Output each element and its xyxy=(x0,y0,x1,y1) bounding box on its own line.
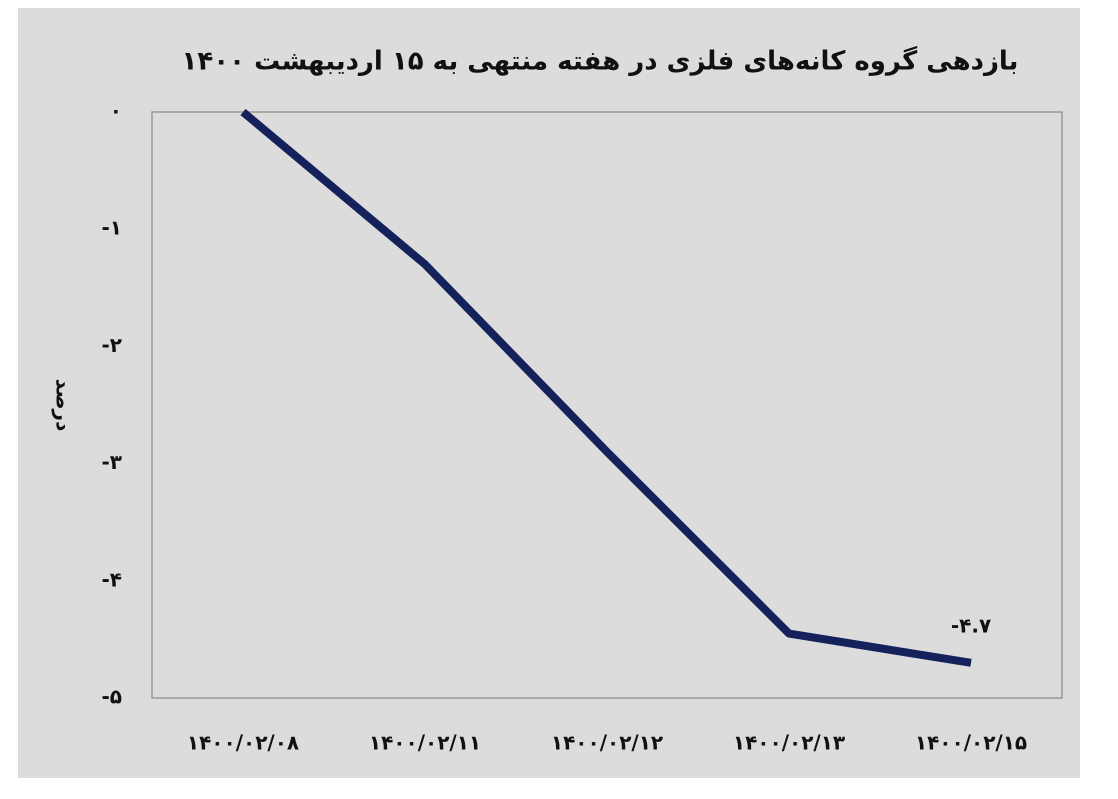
x-tick-label: ۱۴۰۰/۰۲/۰۸ xyxy=(187,731,299,755)
y-axis-label: درصد xyxy=(52,379,76,432)
y-tick-label: -۳ xyxy=(101,450,122,474)
x-tick-label: ۱۴۰۰/۰۲/۱۳ xyxy=(733,731,845,755)
x-tick-label: ۱۴۰۰/۰۲/۱۱ xyxy=(369,731,481,755)
chart-title: بازدهی گروه کانه‌های فلزی در هفته منتهی … xyxy=(182,46,1019,77)
y-tick-label: -۴ xyxy=(101,567,122,591)
data-line xyxy=(240,108,972,667)
y-tick-label: -۵ xyxy=(101,685,122,709)
data-label: -۴.۷ xyxy=(951,613,991,637)
x-tick-label: ۱۴۰۰/۰۲/۱۵ xyxy=(915,731,1027,755)
y-tick-label: ۰ xyxy=(110,99,122,123)
y-tick-label: -۱ xyxy=(101,216,122,240)
x-tick-label: ۱۴۰۰/۰۲/۱۲ xyxy=(551,731,663,755)
y-tick-label: -۲ xyxy=(101,333,122,357)
plot-area xyxy=(151,111,1063,699)
